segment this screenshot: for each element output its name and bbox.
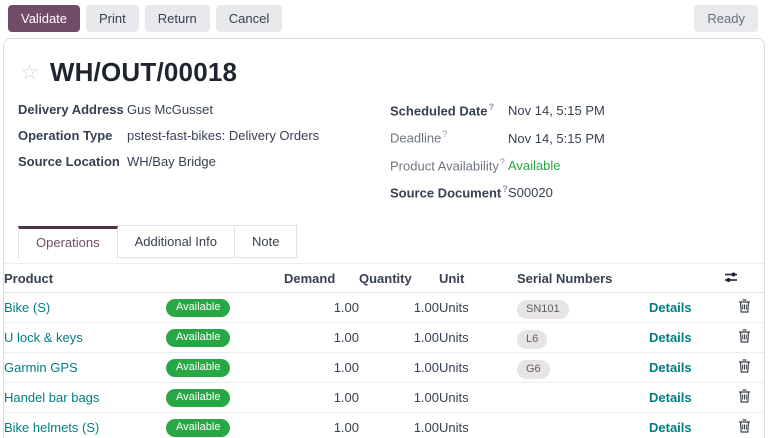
print-button[interactable]: Print (86, 5, 139, 32)
product-link[interactable]: Bike (S) (4, 300, 51, 316)
source-document-label: Source Document? (390, 183, 508, 201)
tab-additional-info[interactable]: Additional Info (116, 225, 235, 259)
quantity-value[interactable]: 1.00 (359, 322, 439, 354)
table-row[interactable]: U lock & keys Available 1.00 1.00 Units … (4, 322, 764, 354)
unit-value: Units (439, 292, 517, 324)
help-icon[interactable]: ? (499, 156, 505, 167)
details-link[interactable]: Details (649, 412, 724, 438)
delete-row-icon[interactable] (738, 389, 751, 406)
unit-column-header[interactable]: Unit (439, 263, 517, 294)
availability-badge: Available (166, 358, 231, 377)
source-location-value[interactable]: WH/Bay Bridge (127, 154, 216, 169)
unit-value: Units (439, 412, 517, 438)
delete-row-icon[interactable] (738, 359, 751, 376)
table-row[interactable]: Handel bar bags Available 1.00 1.00 Unit… (4, 382, 764, 414)
serial-number-tag[interactable]: L6 (517, 330, 548, 350)
details-link[interactable]: Details (649, 382, 724, 414)
product-availability-value: Available (508, 157, 561, 173)
unit-value: Units (439, 382, 517, 414)
demand-value[interactable]: 1.00 (284, 292, 359, 324)
form-sheet: ☆ WH/OUT/00018 Delivery Address Gus McGu… (3, 38, 765, 438)
delete-row-icon[interactable] (738, 329, 751, 346)
delivery-address-value[interactable]: Gus McGusset (127, 102, 213, 117)
scheduled-date-value[interactable]: Nov 14, 5:15 PM (508, 103, 605, 119)
notebook-tabs: Operations Additional Info Note (4, 225, 764, 260)
quantity-value[interactable]: 1.00 (359, 382, 439, 414)
product-link[interactable]: Garmin GPS (4, 360, 78, 376)
availability-badge: Available (166, 418, 231, 437)
validate-button[interactable]: Validate (8, 5, 81, 32)
availability-badge: Available (166, 298, 231, 317)
delivery-address-label: Delivery Address (18, 102, 124, 117)
source-document-value[interactable]: S00020 (508, 185, 553, 201)
demand-value[interactable]: 1.00 (284, 412, 359, 438)
help-icon[interactable]: ? (442, 129, 448, 140)
quantity-value[interactable]: 1.00 (359, 292, 439, 324)
favorite-star-icon[interactable]: ☆ (20, 61, 39, 84)
demand-value[interactable]: 1.00 (284, 352, 359, 384)
source-location-label: Source Location (18, 154, 120, 169)
field-groups: Delivery Address Gus McGusset Operation … (18, 102, 750, 211)
operation-type-value[interactable]: pstest-fast-bikes: Delivery Orders (127, 128, 320, 143)
status-badge: Ready (694, 5, 758, 32)
tab-note[interactable]: Note (234, 225, 298, 259)
details-link[interactable]: Details (649, 292, 724, 324)
serial-numbers-column-header[interactable]: Serial Numbers (517, 263, 649, 294)
operations-table: Product Demand Quantity Unit Serial Numb… (4, 263, 764, 438)
page-title: WH/OUT/00018 (49, 57, 238, 87)
quantity-column-header[interactable]: Quantity (359, 263, 439, 294)
deadline-label: Deadline? (390, 129, 448, 146)
table-row[interactable]: Garmin GPS Available 1.00 1.00 Units G6 … (4, 352, 764, 384)
table-header-row: Product Demand Quantity Unit Serial Numb… (4, 263, 764, 294)
control-panel: Validate Print Return Cancel Ready (0, 0, 768, 38)
demand-value[interactable]: 1.00 (284, 382, 359, 414)
table-row[interactable]: Bike (S) Available 1.00 1.00 Units SN101… (4, 292, 764, 324)
product-link[interactable]: Bike helmets (S) (4, 420, 100, 436)
delete-row-icon[interactable] (738, 299, 751, 316)
help-icon[interactable]: ? (488, 102, 495, 112)
product-link[interactable]: U lock & keys (4, 330, 83, 346)
return-button[interactable]: Return (144, 5, 210, 32)
scheduled-date-label: Scheduled Date? (390, 102, 495, 119)
product-availability-label: Product Availability? (390, 156, 505, 173)
demand-value[interactable]: 1.00 (284, 322, 359, 354)
product-column-header[interactable]: Product (4, 263, 284, 294)
delete-row-icon[interactable] (738, 419, 751, 436)
cancel-button[interactable]: Cancel (215, 5, 283, 32)
serial-number-tag[interactable]: SN101 (517, 300, 569, 320)
details-link[interactable]: Details (649, 352, 724, 384)
quantity-value[interactable]: 1.00 (359, 412, 439, 438)
unit-value: Units (439, 322, 517, 354)
deadline-value[interactable]: Nov 14, 5:15 PM (508, 130, 605, 146)
serial-number-tag[interactable]: G6 (517, 360, 550, 380)
demand-column-header[interactable]: Demand (284, 263, 359, 294)
availability-badge: Available (166, 388, 231, 407)
unit-value: Units (439, 352, 517, 384)
quantity-value[interactable]: 1.00 (359, 352, 439, 384)
availability-badge: Available (166, 328, 231, 347)
help-icon[interactable]: ? (502, 183, 508, 194)
product-link[interactable]: Handel bar bags (4, 390, 100, 406)
table-row[interactable]: Bike helmets (S) Available 1.00 1.00 Uni… (4, 412, 764, 438)
tab-operations[interactable]: Operations (18, 226, 118, 260)
operation-type-label: Operation Type (18, 128, 113, 143)
optional-columns-icon[interactable] (724, 271, 738, 286)
details-link[interactable]: Details (649, 322, 724, 354)
